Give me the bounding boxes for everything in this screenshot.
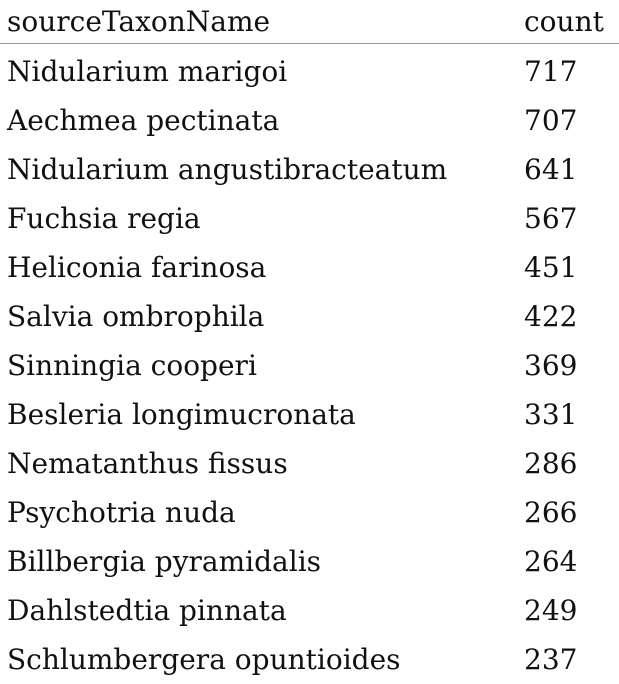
count-cell: 237 — [524, 643, 578, 676]
taxon-name-cell: Nidularium marigoi — [7, 55, 288, 88]
count-cell: 422 — [524, 300, 578, 333]
count-cell: 249 — [524, 594, 578, 627]
taxon-name-cell: Aechmea pectinata — [7, 104, 280, 137]
taxon-name-cell: Heliconia farinosa — [7, 251, 267, 284]
taxon-name-cell: Schlumbergera opuntioides — [7, 643, 401, 676]
table-row: Psychotria nuda 266 — [0, 488, 619, 537]
column-header-count: count — [524, 5, 604, 38]
taxon-name-cell: Nematanthus fissus — [7, 447, 288, 480]
count-cell: 331 — [524, 398, 578, 431]
count-cell: 264 — [524, 545, 578, 578]
count-cell: 717 — [524, 55, 578, 88]
taxon-name-cell: Billbergia pyramidalis — [7, 545, 322, 578]
table-row: Salvia ombrophila 422 — [0, 292, 619, 341]
taxon-name-cell: Sinningia cooperi — [7, 349, 257, 382]
count-cell: 567 — [524, 202, 578, 235]
table-row: Nematanthus fissus 286 — [0, 439, 619, 488]
table-row: Billbergia pyramidalis 264 — [0, 537, 619, 586]
table-row: Fuchsia regia 567 — [0, 194, 619, 243]
count-cell: 707 — [524, 104, 578, 137]
count-cell: 451 — [524, 251, 578, 284]
count-cell: 369 — [524, 349, 578, 382]
taxon-name-cell: Besleria longimucronata — [7, 398, 356, 431]
table-row: Dahlstedtia pinnata 249 — [0, 586, 619, 635]
table-row: Schlumbergera opuntioides 237 — [0, 635, 619, 684]
count-cell: 266 — [524, 496, 578, 529]
table-row: Besleria longimucronata 331 — [0, 390, 619, 439]
column-header-source-taxon-name: sourceTaxonName — [7, 5, 271, 38]
count-cell: 641 — [524, 153, 578, 186]
taxon-name-cell: Psychotria nuda — [7, 496, 236, 529]
table-row: Nidularium marigoi 717 — [0, 47, 619, 96]
taxon-name-cell: Salvia ombrophila — [7, 300, 265, 333]
table-header-row: sourceTaxonName count — [0, 0, 619, 44]
taxon-name-cell: Fuchsia regia — [7, 202, 201, 235]
table-row: Heliconia farinosa 451 — [0, 243, 619, 292]
taxon-name-cell: Nidularium angustibracteatum — [7, 153, 448, 186]
table-row: Aechmea pectinata 707 — [0, 96, 619, 145]
count-cell: 286 — [524, 447, 578, 480]
taxon-name-cell: Dahlstedtia pinnata — [7, 594, 287, 627]
table-row: Sinningia cooperi 369 — [0, 341, 619, 390]
table-row: Nidularium angustibracteatum 641 — [0, 145, 619, 194]
